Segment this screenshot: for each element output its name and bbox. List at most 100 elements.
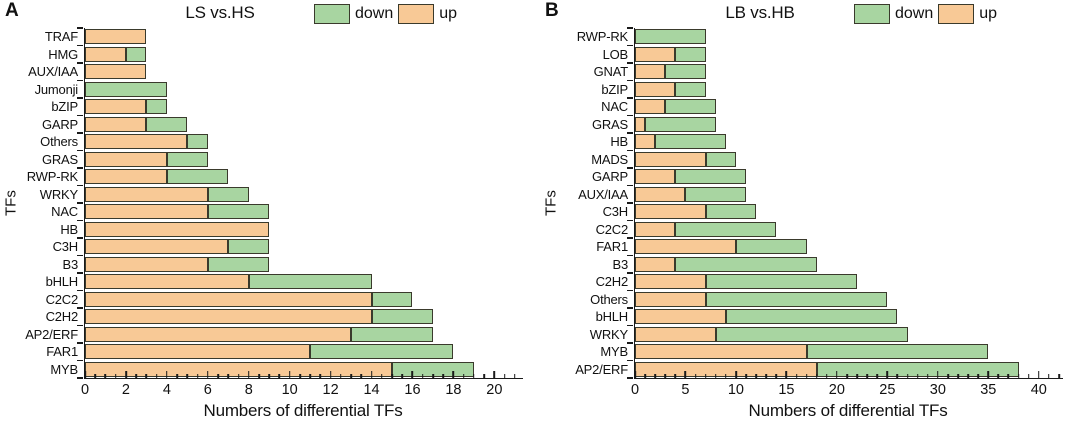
category-label: AUX/IAA <box>28 64 78 79</box>
category-label: MADS <box>591 151 628 167</box>
bar-segment-down <box>207 256 270 272</box>
category-label: AP2/ERF <box>575 361 628 377</box>
x-axis-minor-tick <box>278 374 281 378</box>
x-axis-tick-label: 12 <box>322 382 339 398</box>
panel-label-b: B <box>545 0 559 21</box>
x-axis-minor-tick <box>432 374 434 378</box>
category-label: WRKY <box>589 326 628 342</box>
bar-segment-down <box>166 169 229 185</box>
bar-segment-down <box>125 46 147 62</box>
x-axis-minor-tick <box>654 374 656 378</box>
bar-segment-down <box>655 134 726 150</box>
category-label: C2C2 <box>595 221 629 237</box>
panel-label-a: A <box>5 0 19 21</box>
x-axis-minor-tick <box>217 374 219 378</box>
x-axis-tick-label: 15 <box>778 382 795 398</box>
bar-segment-up <box>635 64 666 80</box>
bar-segment-down <box>166 151 208 167</box>
bar-segment-up <box>85 46 126 62</box>
x-axis-tick-label: 5 <box>681 382 690 398</box>
y-axis-tick <box>77 254 84 257</box>
x-axis-minor-tick <box>947 374 949 378</box>
bar-row <box>85 291 523 307</box>
y-axis-tick <box>627 44 634 47</box>
category-label: GARP <box>41 116 78 132</box>
bar-segment-up <box>635 169 676 185</box>
category-label: C2H2 <box>595 274 629 289</box>
x-axis-minor-tick <box>1027 374 1030 378</box>
x-axis-major-tick <box>329 371 332 378</box>
x-axis-major-tick <box>634 371 636 378</box>
bar-segment-up <box>635 46 676 62</box>
x-axis-tick-label: 20 <box>828 382 845 398</box>
x-axis-tick-label: 20 <box>486 382 503 398</box>
x-axis-minor-tick <box>196 374 199 378</box>
x-axis-tick-label: 4 <box>162 382 171 398</box>
bar-row <box>635 169 1063 185</box>
x-axis-major-tick <box>125 371 127 378</box>
bar-row <box>85 169 523 185</box>
category-label: GRAS <box>41 151 78 167</box>
bar-segment-down <box>735 239 807 255</box>
y-axis-tick <box>77 237 84 239</box>
y-axis-tick <box>77 79 84 82</box>
x-axis-minor-tick <box>755 374 757 378</box>
y-axis-tick <box>627 237 634 239</box>
y-axis-tick <box>627 114 634 117</box>
bar-segment-up <box>635 186 686 202</box>
y-axis-tick <box>627 342 634 344</box>
bar-row <box>85 134 523 150</box>
x-axis-tick-label: 0 <box>80 382 90 398</box>
bar-segment-up <box>85 204 208 220</box>
x-axis-minor-tick <box>442 374 444 378</box>
category-label: Jumonji <box>34 81 79 97</box>
bar-row <box>85 221 523 237</box>
x-axis-tick-label: 18 <box>445 382 462 398</box>
category-label: bZIP <box>601 81 628 97</box>
y-axis-tick <box>627 289 634 292</box>
bar-row <box>85 46 523 62</box>
bar-segment-down <box>310 344 454 360</box>
x-axis-minor-tick <box>704 374 707 378</box>
x-axis-minor-tick <box>967 374 969 378</box>
bar-row <box>85 99 523 115</box>
legend-down-swatch <box>854 4 890 24</box>
y-axis-tick <box>77 62 84 64</box>
bar-segment-down <box>725 309 898 325</box>
bar-row <box>85 116 523 132</box>
x-axis-minor-tick <box>268 374 270 378</box>
x-axis-minor-tick <box>1017 374 1020 378</box>
panel-b-title: LB vs.HB <box>725 3 795 22</box>
x-axis-minor-tick <box>360 374 363 378</box>
x-axis-major-tick <box>937 371 939 378</box>
bar-segment-down <box>371 309 433 325</box>
bar-segment-down <box>146 116 188 132</box>
bar-row <box>635 274 1063 290</box>
category-label: AP2/ERF <box>25 326 78 342</box>
x-axis-minor-tick <box>380 374 383 378</box>
x-axis-tick-label: 10 <box>281 382 298 398</box>
y-axis-tick <box>627 307 634 309</box>
legend-up-label: up <box>979 5 998 22</box>
x-axis-minor-tick <box>795 374 798 378</box>
x-axis-major-tick <box>452 371 455 378</box>
bar-row <box>635 64 1063 80</box>
bar-segment-down <box>207 204 270 220</box>
x-axis-minor-tick <box>462 374 465 378</box>
bar-row <box>635 291 1063 307</box>
y-axis-tick <box>77 324 84 327</box>
y-axis-tick <box>627 132 634 134</box>
bar-row <box>85 361 523 377</box>
bar-segment-down <box>715 326 908 342</box>
x-axis-tick-label: 40 <box>1030 382 1047 398</box>
x-axis-major-tick <box>411 371 414 378</box>
bar-row <box>85 309 523 325</box>
category-label: B3 <box>62 256 78 272</box>
y-axis-tick <box>77 359 84 362</box>
y-axis-tick <box>77 149 84 152</box>
y-axis-tick <box>627 272 634 274</box>
x-axis-minor-tick <box>309 374 311 378</box>
x-axis-minor-tick <box>114 374 117 378</box>
x-axis-minor-tick <box>866 374 868 378</box>
bar-segment-up <box>635 256 676 272</box>
